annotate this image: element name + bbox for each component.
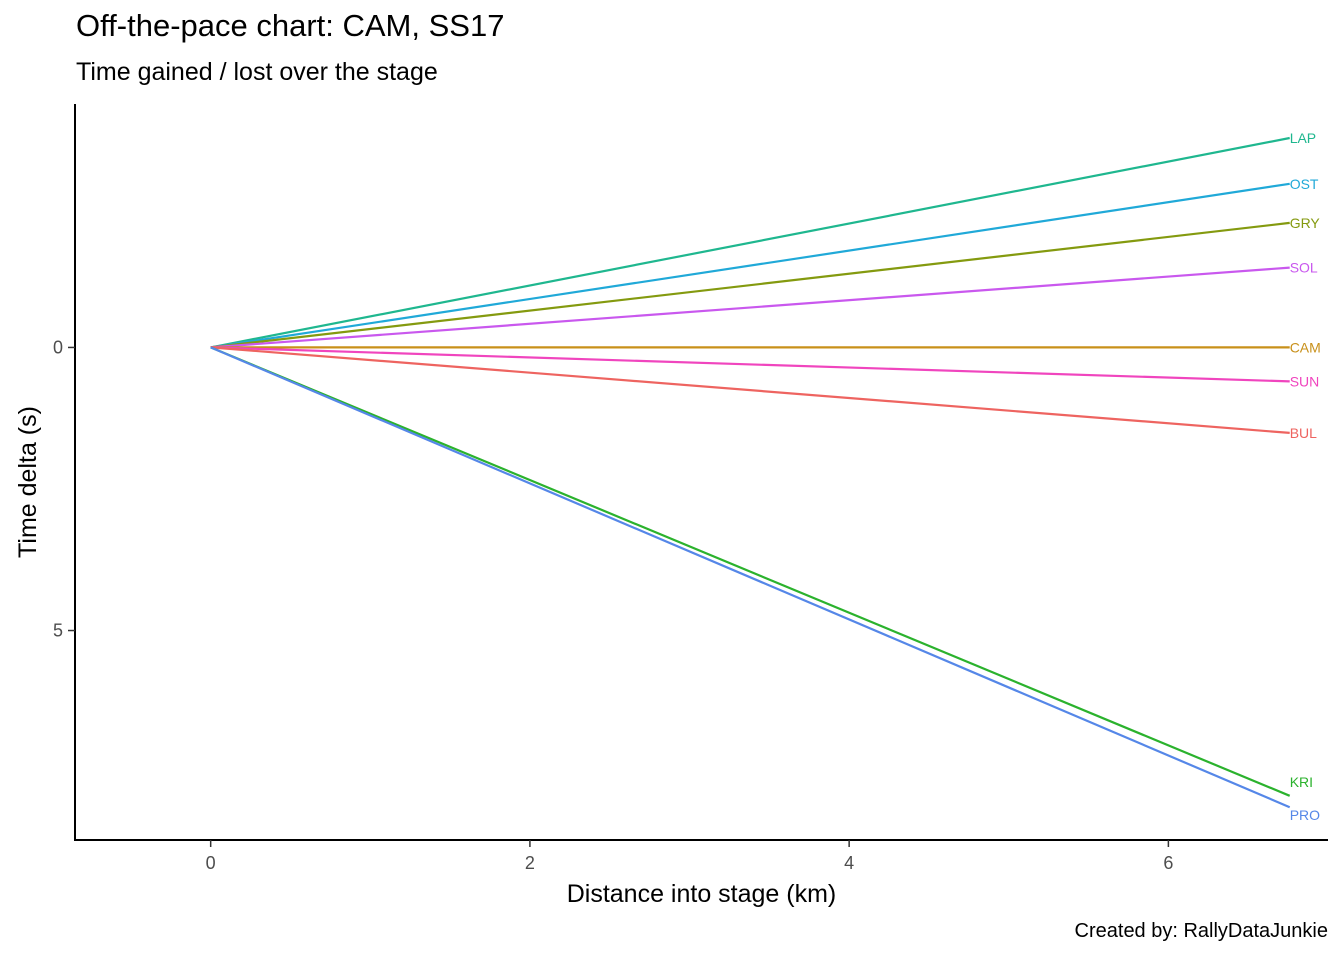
chart-caption: Created by: RallyDataJunkie [1074, 920, 1328, 942]
x-tick-label: 0 [206, 853, 216, 873]
series-line-sun [210, 346, 1290, 383]
series-line-lap [210, 136, 1290, 349]
series-labels: LAP OST GRY SOL CAM SUN BUL KRI PRO [1290, 130, 1321, 823]
series-lines [210, 136, 1291, 809]
series-label-kri: KRI [1290, 774, 1313, 790]
x-axis-title: Distance into stage (km) [567, 880, 837, 908]
series-label-cam: CAM [1290, 339, 1321, 355]
series-line-sol [210, 266, 1290, 349]
y-tick-label: 0 [53, 337, 63, 357]
series-line-pro [210, 346, 1291, 809]
series-line-gry [210, 221, 1290, 349]
series-line-kri [210, 346, 1291, 797]
chart-subtitle: Time gained / lost over the stage [76, 58, 438, 86]
series-label-bul: BUL [1290, 425, 1317, 441]
chart-title: Off-the-pace chart: CAM, SS17 [76, 8, 505, 43]
x-tick-label: 4 [844, 853, 854, 873]
x-tick-label: 6 [1163, 853, 1173, 873]
axes: 0 2 4 6 0 5 Distance into stage (km) Time delta… [14, 104, 1328, 908]
series-label-sol: SOL [1290, 260, 1318, 276]
series-label-sun: SUN [1290, 373, 1320, 389]
y-tick-label: 5 [53, 621, 63, 641]
series-line-bul [210, 346, 1290, 434]
series-label-lap: LAP [1290, 130, 1316, 146]
series-line-ost [210, 182, 1290, 349]
series-label-ost: OST [1290, 176, 1319, 192]
series-label-pro: PRO [1290, 807, 1320, 823]
y-axis-title: Time delta (s) [14, 406, 42, 558]
x-tick-label: 2 [525, 853, 535, 873]
series-label-gry: GRY [1290, 215, 1321, 231]
